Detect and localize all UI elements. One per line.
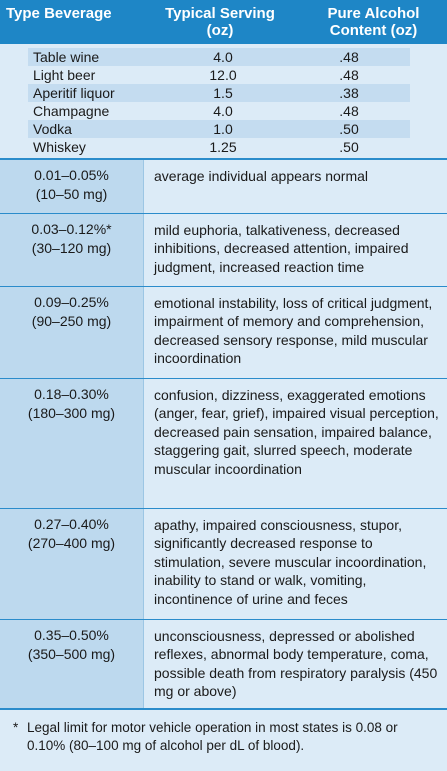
beverage-serving: 4.0	[213, 49, 233, 65]
effect-row: 0.09–0.25% (90–250 mg) emotional instabi…	[0, 287, 447, 379]
bac-percent: 0.35–0.50%	[34, 627, 109, 643]
beverage-serving: 1.25	[209, 139, 237, 155]
bac-mg: (270–400 mg)	[27, 535, 116, 551]
footnote-marker: *	[13, 720, 19, 735]
bac-range: 0.27–0.40% (270–400 mg)	[0, 509, 143, 619]
bac-percent: 0.01–0.05%	[34, 167, 109, 183]
effect-row: 0.35–0.50% (350–500 mg) unconsciousness,…	[0, 620, 447, 709]
bac-percent: 0.27–0.40%	[34, 516, 109, 532]
beverage-row: Champagne 4.0 .48	[28, 102, 410, 120]
beverage-alcohol: .48	[339, 67, 359, 83]
bac-mg: (350–500 mg)	[27, 646, 116, 662]
effect-row: 0.27–0.40% (270–400 mg) apathy, impaired…	[0, 509, 447, 620]
bac-range: 0.03–0.12%* (30–120 mg)	[0, 214, 143, 286]
section-divider	[0, 158, 447, 160]
beverage-table-body: Table wine 4.0 .48 Light beer 12.0 .48 A…	[0, 44, 447, 158]
beverage-row: Vodka 1.0 .50	[28, 120, 410, 138]
header-pure-alcohol: Pure Alcohol Content (oz)	[327, 5, 420, 39]
bac-percent: 0.09–0.25%	[34, 294, 109, 310]
beverage-name: Whiskey	[33, 139, 86, 155]
beverage-serving: 12.0	[209, 67, 237, 83]
beverage-name: Vodka	[33, 121, 72, 137]
effect-description: apathy, impaired consciousness, stupor, …	[143, 509, 447, 619]
beverage-row: Whiskey 1.25 .50	[28, 138, 410, 156]
bac-mg: (10–50 mg)	[35, 186, 108, 202]
footnote: * Legal limit for motor vehicle operatio…	[0, 710, 447, 771]
beverage-name: Table wine	[33, 49, 100, 65]
beverage-alcohol: .50	[339, 121, 359, 137]
footnote-text: Legal limit for motor vehicle operation …	[27, 720, 398, 753]
effect-description: average individual appears normal	[143, 160, 447, 213]
footnote-divider	[0, 708, 447, 710]
effect-row: 0.01–0.05% (10–50 mg) average individual…	[0, 160, 447, 214]
effect-description: confusion, dizziness, exaggerated emotio…	[143, 379, 447, 508]
beverage-alcohol: .50	[339, 139, 359, 155]
bac-range: 0.09–0.25% (90–250 mg)	[0, 287, 143, 378]
beverage-alcohol: .48	[339, 49, 359, 65]
header-typical-serving: Typical Serving (oz)	[165, 5, 275, 39]
bac-mg: (90–250 mg)	[31, 313, 112, 329]
bac-range: 0.01–0.05% (10–50 mg)	[0, 160, 143, 213]
beverage-name: Light beer	[33, 67, 96, 83]
beverage-serving: 1.5	[213, 85, 233, 101]
effect-row: 0.18–0.30% (180–300 mg) confusion, dizzi…	[0, 379, 447, 509]
header-type-beverage: Type Beverage	[6, 5, 112, 22]
bac-mg: (180–300 mg)	[27, 405, 116, 421]
bac-mg: (30–120 mg)	[31, 240, 112, 256]
beverage-table-header: Type Beverage Typical Serving (oz) Pure …	[0, 0, 447, 44]
bac-percent: 0.18–0.30%	[34, 386, 109, 402]
beverage-row: Aperitif liquor 1.5 .38	[28, 84, 410, 102]
beverage-row: Light beer 12.0 .48	[28, 66, 410, 84]
beverage-name: Aperitif liquor	[33, 85, 115, 101]
beverage-serving: 4.0	[213, 103, 233, 119]
beverage-alcohol: .38	[339, 85, 359, 101]
beverage-row: Table wine 4.0 .48	[28, 48, 410, 66]
beverage-serving: 1.0	[213, 121, 233, 137]
bac-range: 0.35–0.50% (350–500 mg)	[0, 620, 143, 708]
bac-range: 0.18–0.30% (180–300 mg)	[0, 379, 143, 508]
beverage-alcohol: .48	[339, 103, 359, 119]
effect-row: 0.03–0.12%* (30–120 mg) mild euphoria, t…	[0, 214, 447, 287]
beverage-name: Champagne	[33, 103, 110, 119]
effect-description: emotional instability, loss of critical …	[143, 287, 447, 378]
bac-percent: 0.03–0.12%*	[31, 221, 112, 237]
effect-description: unconsciousness, depressed or abolished …	[143, 620, 447, 708]
effect-description: mild euphoria, talkativeness, decreased …	[143, 214, 447, 286]
